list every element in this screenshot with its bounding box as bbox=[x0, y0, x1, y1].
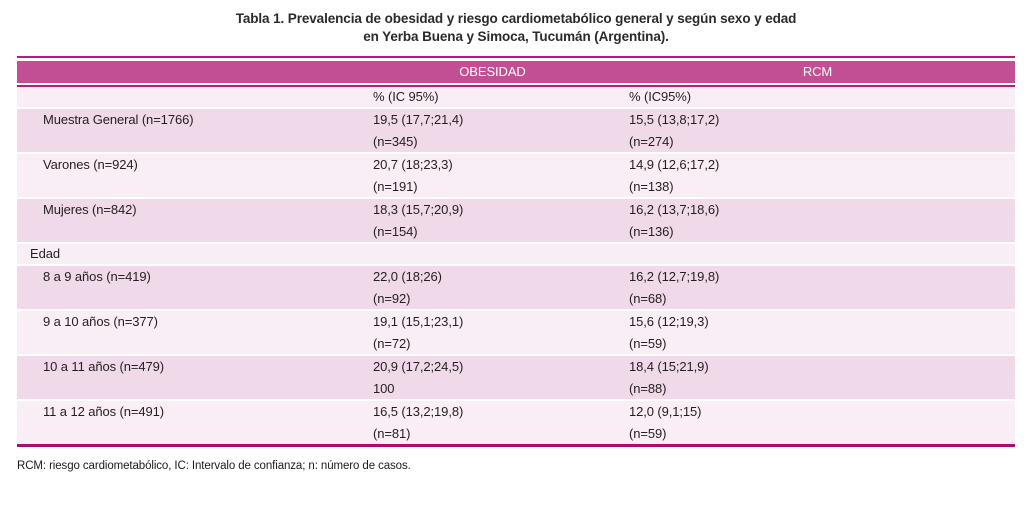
subheader-rcm: % (IC95%) bbox=[629, 89, 691, 104]
cell-rcm-line: (n=274) bbox=[629, 133, 674, 149]
cell-obesidad-line: (n=92) bbox=[373, 290, 411, 306]
subheader-row: % (IC 95%) % (IC95%) bbox=[17, 87, 1015, 107]
cell-rcm-line: (n=136) bbox=[629, 223, 674, 239]
row-divider bbox=[17, 399, 1015, 401]
cell-rcm-line: 18,4 (15;21,9) bbox=[629, 359, 709, 374]
row-divider bbox=[17, 152, 1015, 154]
table-row: 10 a 11 años (n=479) 20,9 (17,2;24,5) 100 1… bbox=[17, 356, 1015, 399]
cell-obesidad: 19,1 (15,1;23,1) (n=72) bbox=[365, 311, 620, 354]
row-divider bbox=[17, 264, 1015, 266]
cell-rcm-line: (n=138) bbox=[629, 178, 674, 194]
table-title-line1: Tabla 1. Prevalencia de obesidad y riesg… bbox=[235, 11, 797, 26]
row-divider bbox=[17, 107, 1015, 109]
row-label: Muestra General (n=1766) bbox=[43, 112, 194, 127]
cell-obesidad: 22,0 (18;26) (n=92) bbox=[365, 266, 620, 309]
cell-obesidad-line: 18,3 (15,7;20,9) bbox=[373, 202, 464, 217]
header-bottom-rule bbox=[17, 85, 1015, 87]
table-title-line2: en Yerba Buena y Simoca, Tucumán (Argent… bbox=[363, 29, 669, 44]
subheader-empty-cell bbox=[17, 87, 365, 107]
cell-obesidad-line: 19,1 (15,1;23,1) bbox=[373, 314, 464, 329]
table-row: 11 a 12 años (n=491) 16,5 (13,2;19,8) (n=8… bbox=[17, 401, 1015, 444]
row-label: Edad bbox=[30, 246, 60, 261]
cell-obesidad: 16,5 (13,2;19,8) (n=81) bbox=[365, 401, 620, 444]
table-title: Tabla 1. Prevalencia de obesidad y riesg… bbox=[0, 0, 1032, 46]
row-label: Mujeres (n=842) bbox=[43, 202, 137, 217]
row-label: Varones (n=924) bbox=[43, 157, 138, 172]
row-label: 9 a 10 años (n=377) bbox=[43, 314, 158, 329]
table-row: Mujeres (n=842) 18,3 (15,7;20,9) (n=154) 16… bbox=[17, 199, 1015, 242]
subheader-obesidad: % (IC 95%) bbox=[373, 89, 439, 104]
cell-rcm: 12,0 (9,1;15) (n=59) bbox=[620, 401, 1015, 444]
cell-obesidad: 20,7 (18;23,3) (n=191) bbox=[365, 154, 620, 197]
cell-rcm-line: 16,2 (13,7;18,6) bbox=[629, 202, 720, 217]
cell-rcm-line: (n=59) bbox=[629, 425, 667, 441]
cell-obesidad-line: 19,5 (17,7;21,4) bbox=[373, 112, 464, 127]
cell-rcm: 14,9 (12,6;17,2) (n=138) bbox=[620, 154, 1015, 197]
table-row: Muestra General (n=1766) 19,5 (17,7;21,4)… bbox=[17, 109, 1015, 152]
header-obesidad: OBESIDAD bbox=[459, 64, 526, 80]
row-divider bbox=[17, 309, 1015, 311]
row-divider bbox=[17, 242, 1015, 244]
row-divider bbox=[17, 197, 1015, 199]
row-label: 10 a 11 años (n=479) bbox=[43, 359, 164, 374]
cell-rcm: 15,6 (12;19,3) (n=59) bbox=[620, 311, 1015, 354]
cell-rcm-line: 12,0 (9,1;15) bbox=[629, 404, 702, 419]
table-body: Muestra General (n=1766) 19,5 (17,7;21,4)… bbox=[17, 107, 1015, 444]
cell-obesidad-line: (n=81) bbox=[373, 425, 411, 441]
top-rule bbox=[17, 56, 1015, 58]
cell-rcm-line: 16,2 (12,7;19,8) bbox=[629, 269, 720, 284]
table-row: 8 a 9 años (n=419) 22,0 (18;26) (n=92) 16,2… bbox=[17, 266, 1015, 309]
cell-obesidad: 18,3 (15,7;20,9) (n=154) bbox=[365, 199, 620, 242]
table-row: 9 a 10 años (n=377) 19,1 (15,1;23,1) (n=72… bbox=[17, 311, 1015, 354]
cell-obesidad-line: (n=72) bbox=[373, 335, 411, 351]
cell-rcm: 18,4 (15;21,9) (n=88) bbox=[620, 356, 1015, 399]
data-table: OBESIDAD RCM % (IC 95%) % (IC95%) Muestr… bbox=[17, 56, 1015, 447]
header-band: OBESIDAD RCM bbox=[17, 61, 1015, 83]
cell-rcm-line: (n=59) bbox=[629, 335, 667, 351]
cell-rcm: 16,2 (13,7;18,6) (n=136) bbox=[620, 199, 1015, 242]
footnote: RCM: riesgo cardiometabólico, IC: Interv… bbox=[17, 460, 411, 472]
header-rcm: RCM bbox=[802, 64, 833, 80]
cell-obesidad-line: (n=191) bbox=[373, 178, 418, 194]
section-row: Edad bbox=[17, 244, 1015, 264]
cell-rcm-line: (n=88) bbox=[629, 380, 667, 396]
cell-obesidad-line: (n=345) bbox=[373, 133, 418, 149]
row-label: 8 a 9 años (n=419) bbox=[43, 269, 151, 284]
cell-rcm-line: (n=68) bbox=[629, 290, 667, 306]
cell-obesidad bbox=[365, 244, 620, 264]
row-label: 11 a 12 años (n=491) bbox=[43, 404, 164, 419]
bottom-rule bbox=[17, 444, 1015, 447]
cell-rcm-line: 15,5 (13,8;17,2) bbox=[629, 112, 720, 127]
cell-obesidad-line: 16,5 (13,2;19,8) bbox=[373, 404, 464, 419]
cell-obesidad-line: (n=154) bbox=[373, 223, 418, 239]
cell-obesidad-line: 20,7 (18;23,3) bbox=[373, 157, 453, 172]
cell-rcm-line: 14,9 (12,6;17,2) bbox=[629, 157, 720, 172]
cell-rcm bbox=[620, 244, 1015, 264]
cell-obesidad-line: 22,0 (18;26) bbox=[373, 269, 442, 284]
cell-obesidad: 19,5 (17,7;21,4) (n=345) bbox=[365, 109, 620, 152]
cell-obesidad-line: 100 bbox=[373, 380, 395, 396]
cell-rcm-line: 15,6 (12;19,3) bbox=[629, 314, 709, 329]
cell-obesidad-line: 20,9 (17,2;24,5) bbox=[373, 359, 464, 374]
cell-rcm: 16,2 (12,7;19,8) (n=68) bbox=[620, 266, 1015, 309]
row-divider bbox=[17, 354, 1015, 356]
table-row: Varones (n=924) 20,7 (18;23,3) (n=191) 14,9… bbox=[17, 154, 1015, 197]
cell-obesidad: 20,9 (17,2;24,5) 100 bbox=[365, 356, 620, 399]
cell-rcm: 15,5 (13,8;17,2) (n=274) bbox=[620, 109, 1015, 152]
